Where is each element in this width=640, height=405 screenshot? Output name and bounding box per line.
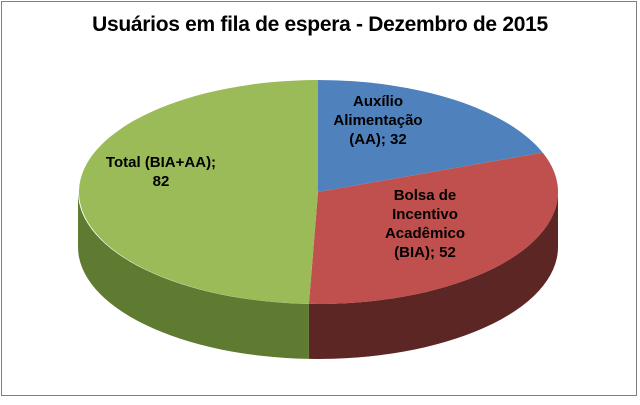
data-label-line: Auxílio [352,93,404,110]
data-label-line: Bolsa de [393,187,457,204]
pie-slice-2[interactable] [78,80,318,304]
data-label-total[interactable]: Total (BIA+AA); 82 [106,153,216,191]
data-label-line: Acadêmico [384,225,466,242]
data-label-auxilio-alimentacao[interactable]: Auxílio Alimentação (AA); 32 [333,92,422,149]
chart-title[interactable]: Usuários em fila de espera - Dezembro de… [92,13,548,36]
pie-slice-side-2[interactable] [78,192,309,359]
data-label-bolsa-incentivo[interactable]: Bolsa de Incentivo Acadêmico (BIA); 52 [385,186,465,262]
data-label-line: Total (BIA+AA); [105,154,217,171]
pie-slice-1[interactable] [308,152,559,304]
data-label-line: 82 [152,173,170,190]
data-label-line: Alimentação [333,112,423,129]
pie-slice-side-1[interactable] [308,192,558,359]
data-label-line: Incentivo [392,206,458,223]
pie-slice-0[interactable] [318,80,543,192]
data-label-line: (BIA); 52 [394,244,456,261]
data-label-line: (AA); 32 [349,131,407,148]
